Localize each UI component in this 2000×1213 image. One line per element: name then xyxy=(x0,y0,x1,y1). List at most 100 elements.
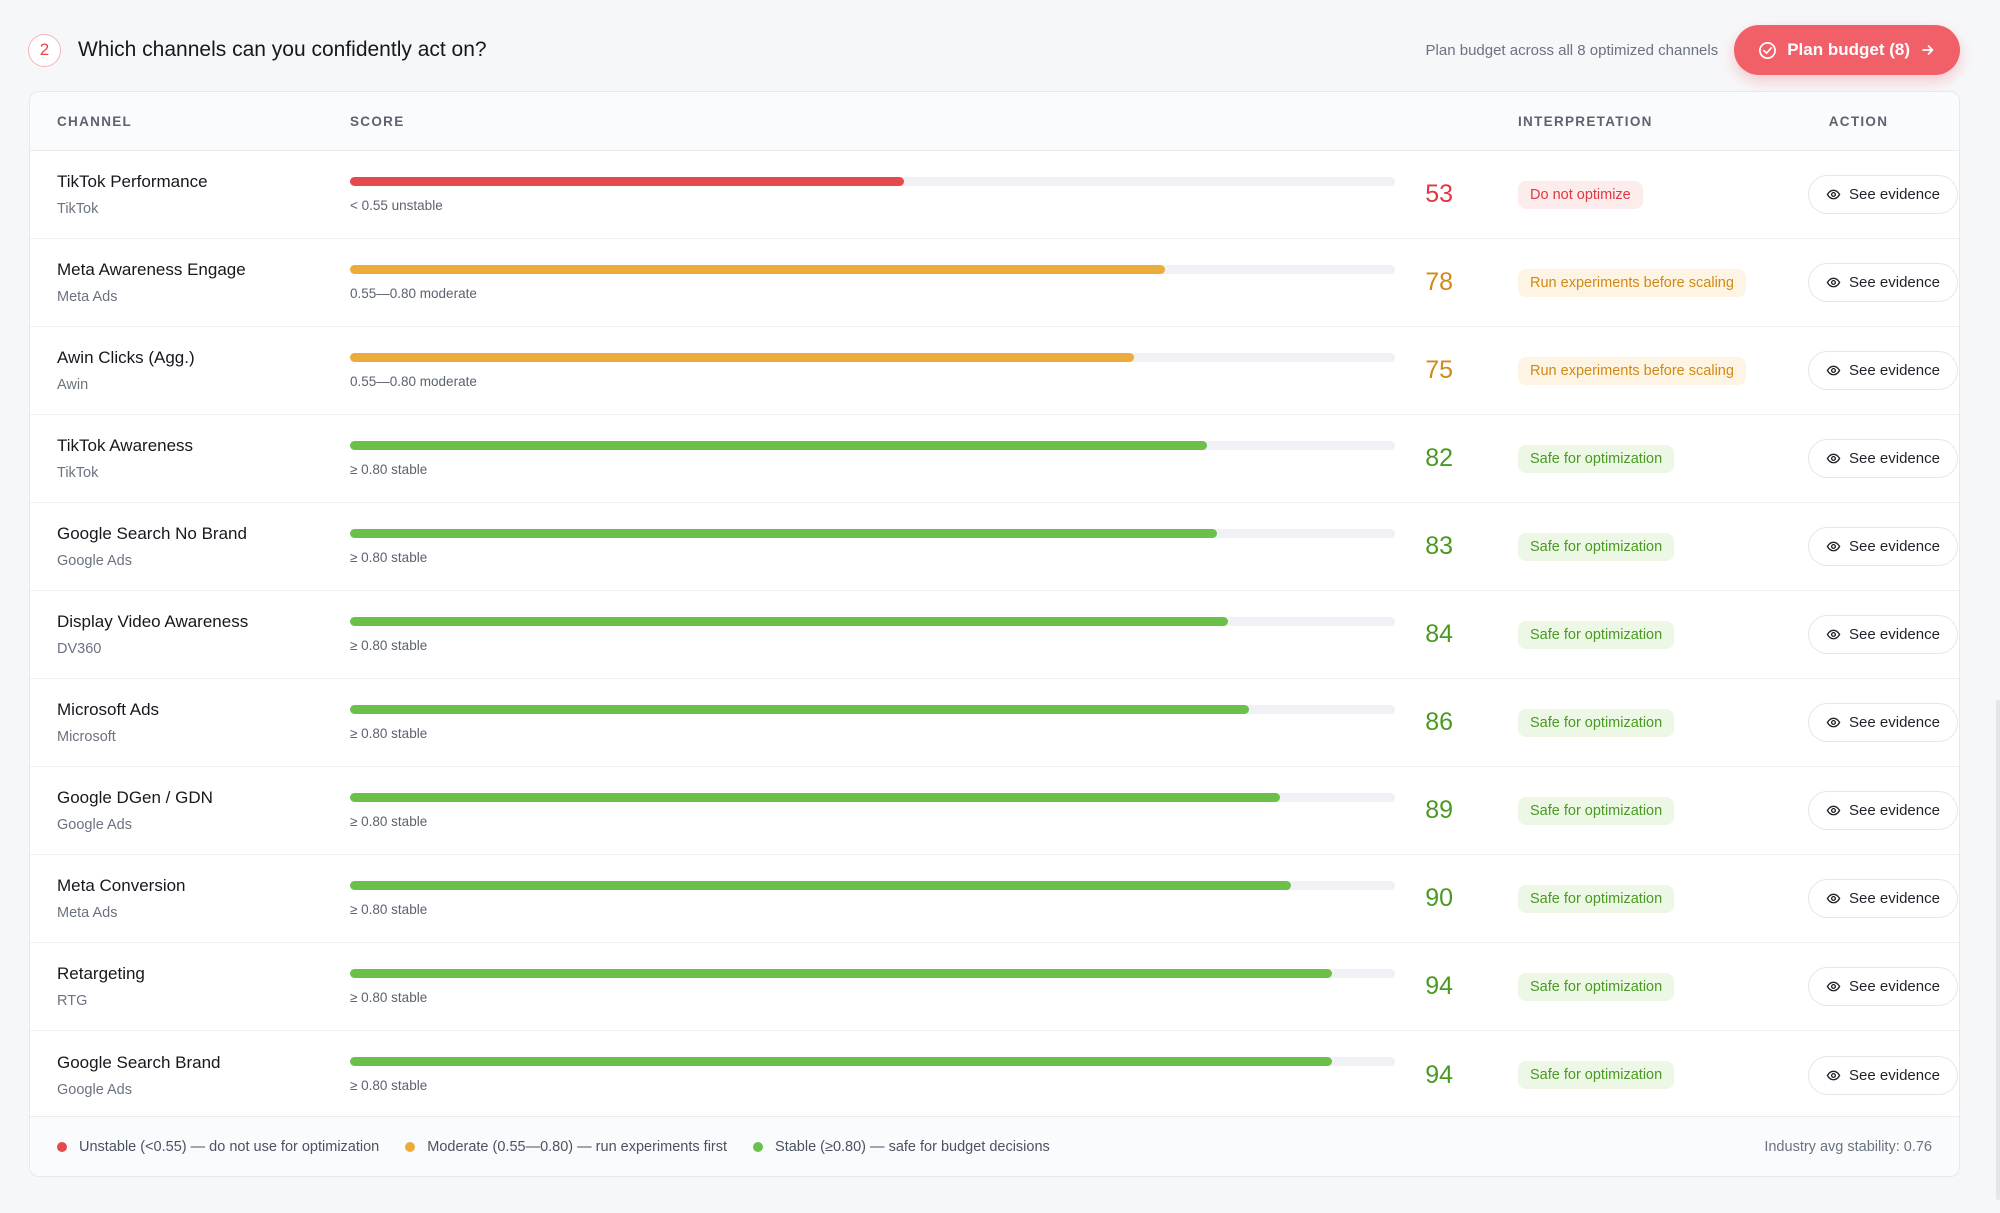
channel-platform: Microsoft xyxy=(57,729,116,745)
see-evidence-button[interactable]: See evidence xyxy=(1808,615,1958,654)
plan-budget-button[interactable]: Plan budget (8) xyxy=(1734,25,1960,75)
action-cell: See evidence xyxy=(1808,175,1959,214)
score-bar-area: ≥ 0.80 stable xyxy=(350,616,1395,653)
channel-platform: TikTok xyxy=(57,201,99,217)
channel-cell: Meta Conversion Meta Ads xyxy=(30,876,350,921)
interpretation-badge: Safe for optimization xyxy=(1518,884,1675,913)
column-header-action: ACTION xyxy=(1828,113,1889,129)
see-evidence-button[interactable]: See evidence xyxy=(1808,351,1958,390)
see-evidence-button[interactable]: See evidence xyxy=(1808,967,1958,1006)
score-bar-track xyxy=(350,528,1395,538)
industry-average: Industry avg stability: 0.76 xyxy=(1764,1138,1932,1155)
score-caption: 0.55—0.80 moderate xyxy=(350,373,477,389)
see-evidence-label: See evidence xyxy=(1849,626,1940,643)
legend-footer: Unstable (<0.55) — do not use for optimi… xyxy=(30,1116,1959,1176)
channel-cell: Google Search Brand Google Ads xyxy=(30,1053,350,1098)
interpretation-badge: Safe for optimization xyxy=(1518,620,1675,649)
interpretation-cell: Safe for optimization xyxy=(1518,708,1808,737)
channel-name: Google Search No Brand xyxy=(57,524,247,543)
column-header-score: SCORE xyxy=(350,113,405,129)
eye-icon xyxy=(1826,891,1841,906)
table-row: Microsoft Ads Microsoft ≥ 0.80 stable 86… xyxy=(30,679,1959,767)
table-row: Meta Awareness Engage Meta Ads 0.55—0.80… xyxy=(30,239,1959,327)
see-evidence-button[interactable]: See evidence xyxy=(1808,527,1958,566)
eye-icon xyxy=(1826,451,1841,466)
action-cell: See evidence xyxy=(1808,351,1959,390)
channel-platform: DV360 xyxy=(57,641,102,657)
legend-stable: Stable (≥0.80) — safe for budget decisio… xyxy=(753,1139,1050,1155)
plan-budget-label: Plan budget (8) xyxy=(1787,40,1910,59)
score-bar-area: ≥ 0.80 stable xyxy=(350,1057,1395,1093)
score-bar-area: 0.55—0.80 moderate xyxy=(350,352,1395,389)
score-cell: ≥ 0.80 stable 86 xyxy=(350,704,1518,741)
see-evidence-button[interactable]: See evidence xyxy=(1808,263,1958,302)
amber-dot-icon xyxy=(405,1141,416,1152)
see-evidence-label: See evidence xyxy=(1849,890,1940,907)
table-header: CHANNEL SCORE INTERPRETATION ACTION xyxy=(30,92,1959,151)
see-evidence-label: See evidence xyxy=(1849,450,1940,467)
action-cell: See evidence xyxy=(1808,703,1959,742)
channel-name: Meta Conversion xyxy=(57,876,186,895)
score-cell: ≥ 0.80 stable 90 xyxy=(350,880,1518,917)
score-caption: ≥ 0.80 stable xyxy=(350,461,428,477)
see-evidence-label: See evidence xyxy=(1849,186,1940,203)
see-evidence-button[interactable]: See evidence xyxy=(1808,439,1958,478)
see-evidence-button[interactable]: See evidence xyxy=(1808,791,1958,830)
score-caption: ≥ 0.80 stable xyxy=(350,725,428,741)
eye-icon xyxy=(1826,1068,1841,1083)
score-bar-area: ≥ 0.80 stable xyxy=(350,528,1395,565)
channel-platform: RTG xyxy=(57,993,88,1009)
table-row: Awin Clicks (Agg.) Awin 0.55—0.80 modera… xyxy=(30,327,1959,415)
see-evidence-label: See evidence xyxy=(1849,362,1940,379)
interpretation-cell: Safe for optimization xyxy=(1518,620,1808,649)
legend-unstable: Unstable (<0.55) — do not use for optimi… xyxy=(57,1139,379,1155)
score-cell: ≥ 0.80 stable 83 xyxy=(350,528,1518,565)
channel-name: Retargeting xyxy=(57,964,145,983)
score-value: 89 xyxy=(1425,796,1453,824)
channel-cell: Retargeting RTG xyxy=(30,964,350,1009)
green-dot-icon xyxy=(753,1141,764,1152)
score-value: 86 xyxy=(1425,708,1453,736)
score-bar-fill xyxy=(350,1057,1333,1066)
see-evidence-button[interactable]: See evidence xyxy=(1808,879,1958,918)
score-value: 83 xyxy=(1425,532,1453,560)
channel-name: TikTok Performance xyxy=(57,172,208,191)
score-value: 90 xyxy=(1425,884,1453,912)
channel-cell: Display Video Awareness DV360 xyxy=(30,612,350,657)
score-bar-track xyxy=(350,440,1395,450)
score-bar-fill xyxy=(350,880,1291,890)
score-value: 78 xyxy=(1425,268,1453,296)
score-value: 82 xyxy=(1425,444,1453,472)
interpretation-badge: Safe for optimization xyxy=(1518,796,1675,825)
legend-stable-label: Stable (≥0.80) — safe for budget decisio… xyxy=(775,1138,1050,1155)
score-bar-track xyxy=(350,352,1395,362)
see-evidence-button[interactable]: See evidence xyxy=(1808,1055,1958,1095)
score-caption: ≥ 0.80 stable xyxy=(350,1078,428,1093)
score-bar-track xyxy=(350,176,1395,186)
channel-name: Google Search Brand xyxy=(57,1052,221,1072)
section-header: 2 Which channels can you confidently act… xyxy=(28,24,1960,76)
interpretation-badge: Safe for optimization xyxy=(1518,972,1675,1001)
interpretation-cell: Safe for optimization xyxy=(1518,444,1808,473)
score-cell: ≥ 0.80 stable 82 xyxy=(350,440,1518,477)
score-bar-area: ≥ 0.80 stable xyxy=(350,704,1395,741)
interpretation-cell: Safe for optimization xyxy=(1518,796,1808,825)
legend-moderate: Moderate (0.55—0.80) — run experiments f… xyxy=(405,1139,727,1155)
channel-name: Google DGen / GDN xyxy=(57,788,213,807)
table-row: Meta Conversion Meta Ads ≥ 0.80 stable 9… xyxy=(30,855,1959,943)
score-bar-track xyxy=(350,616,1395,626)
see-evidence-button[interactable]: See evidence xyxy=(1808,175,1958,214)
see-evidence-button[interactable]: See evidence xyxy=(1808,703,1958,742)
score-bar-area: ≥ 0.80 stable xyxy=(350,968,1395,1005)
see-evidence-label: See evidence xyxy=(1849,538,1940,555)
channel-cell: Awin Clicks (Agg.) Awin xyxy=(30,348,350,393)
score-bar-fill xyxy=(350,528,1218,538)
interpretation-badge: Safe for optimization xyxy=(1518,1061,1675,1089)
score-bar-track xyxy=(350,968,1395,978)
page-scrollbar[interactable] xyxy=(1996,700,2000,1200)
red-dot-icon xyxy=(57,1141,67,1152)
score-bar-fill xyxy=(350,440,1207,450)
score-bar-area: 0.55—0.80 moderate xyxy=(350,264,1395,301)
score-caption: ≥ 0.80 stable xyxy=(350,549,428,565)
channel-platform: Google Ads xyxy=(57,817,132,833)
